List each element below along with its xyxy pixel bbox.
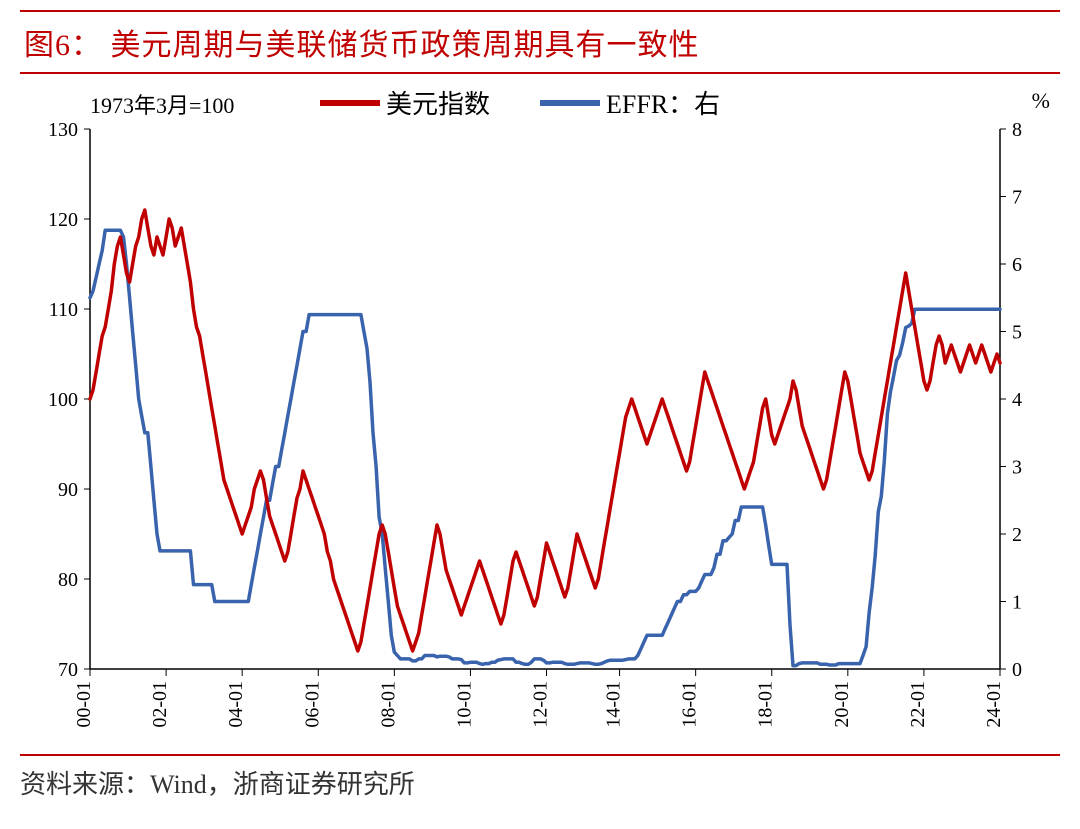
legend-item-effr: EFFR：右 [540,84,720,121]
svg-text:18-01: 18-01 [755,681,777,728]
svg-text:12-01: 12-01 [530,681,552,728]
title-row: 图6： 美元周期与美联储货币政策周期具有一致性 [20,10,1060,74]
svg-text:14-01: 14-01 [603,681,625,728]
svg-text:22-01: 22-01 [907,681,929,728]
legend: 美元指数 EFFR：右 [320,84,720,121]
y-right-unit-label: % [1032,88,1050,114]
svg-text:00-01: 00-01 [73,681,95,728]
svg-text:100: 100 [48,389,78,411]
svg-text:6: 6 [1012,254,1022,276]
legend-item-usd: 美元指数 [320,84,490,121]
svg-text:110: 110 [49,299,78,321]
svg-text:90: 90 [58,479,78,501]
legend-swatch-effr [540,100,600,106]
svg-text:08-01: 08-01 [377,681,399,728]
svg-text:7: 7 [1012,187,1022,209]
svg-text:120: 120 [48,209,78,231]
y-left-unit-label: 1973年3月=100 [90,88,234,120]
source-text: 资料来源：Wind，浙商证券研究所 [20,770,415,799]
svg-text:3: 3 [1012,457,1022,479]
svg-text:5: 5 [1012,322,1022,344]
figure-container: 图6： 美元周期与美联储货币政策周期具有一致性 1973年3月=100 % 美元… [0,0,1080,829]
chart-title: 图6： 美元周期与美联储货币政策周期具有一致性 [24,29,700,62]
svg-text:24-01: 24-01 [983,681,1005,728]
svg-text:70: 70 [58,659,78,681]
svg-text:20-01: 20-01 [831,681,853,728]
svg-text:4: 4 [1012,389,1022,411]
svg-text:130: 130 [48,119,78,141]
footer-row: 资料来源：Wind，浙商证券研究所 [20,754,1060,801]
chart-area: 1973年3月=100 % 美元指数 EFFR：右 70809010011012… [20,74,1060,754]
svg-text:06-01: 06-01 [301,681,323,728]
svg-text:02-01: 02-01 [149,681,171,728]
svg-text:10-01: 10-01 [453,681,475,728]
svg-text:0: 0 [1012,659,1022,681]
legend-swatch-usd [320,100,380,106]
svg-text:2: 2 [1012,524,1022,546]
legend-label-usd: 美元指数 [386,84,490,121]
svg-text:1: 1 [1012,592,1022,614]
legend-label-effr: EFFR：右 [606,84,720,121]
chart-svg: 70 80 90 100 110 120 130 0 1 2 3 4 5 6 7 8 00-01 02-01 04-… [20,74,1060,754]
svg-text:8: 8 [1012,119,1022,141]
svg-text:04-01: 04-01 [225,681,247,728]
svg-text:80: 80 [58,569,78,591]
svg-text:16-01: 16-01 [679,681,701,728]
